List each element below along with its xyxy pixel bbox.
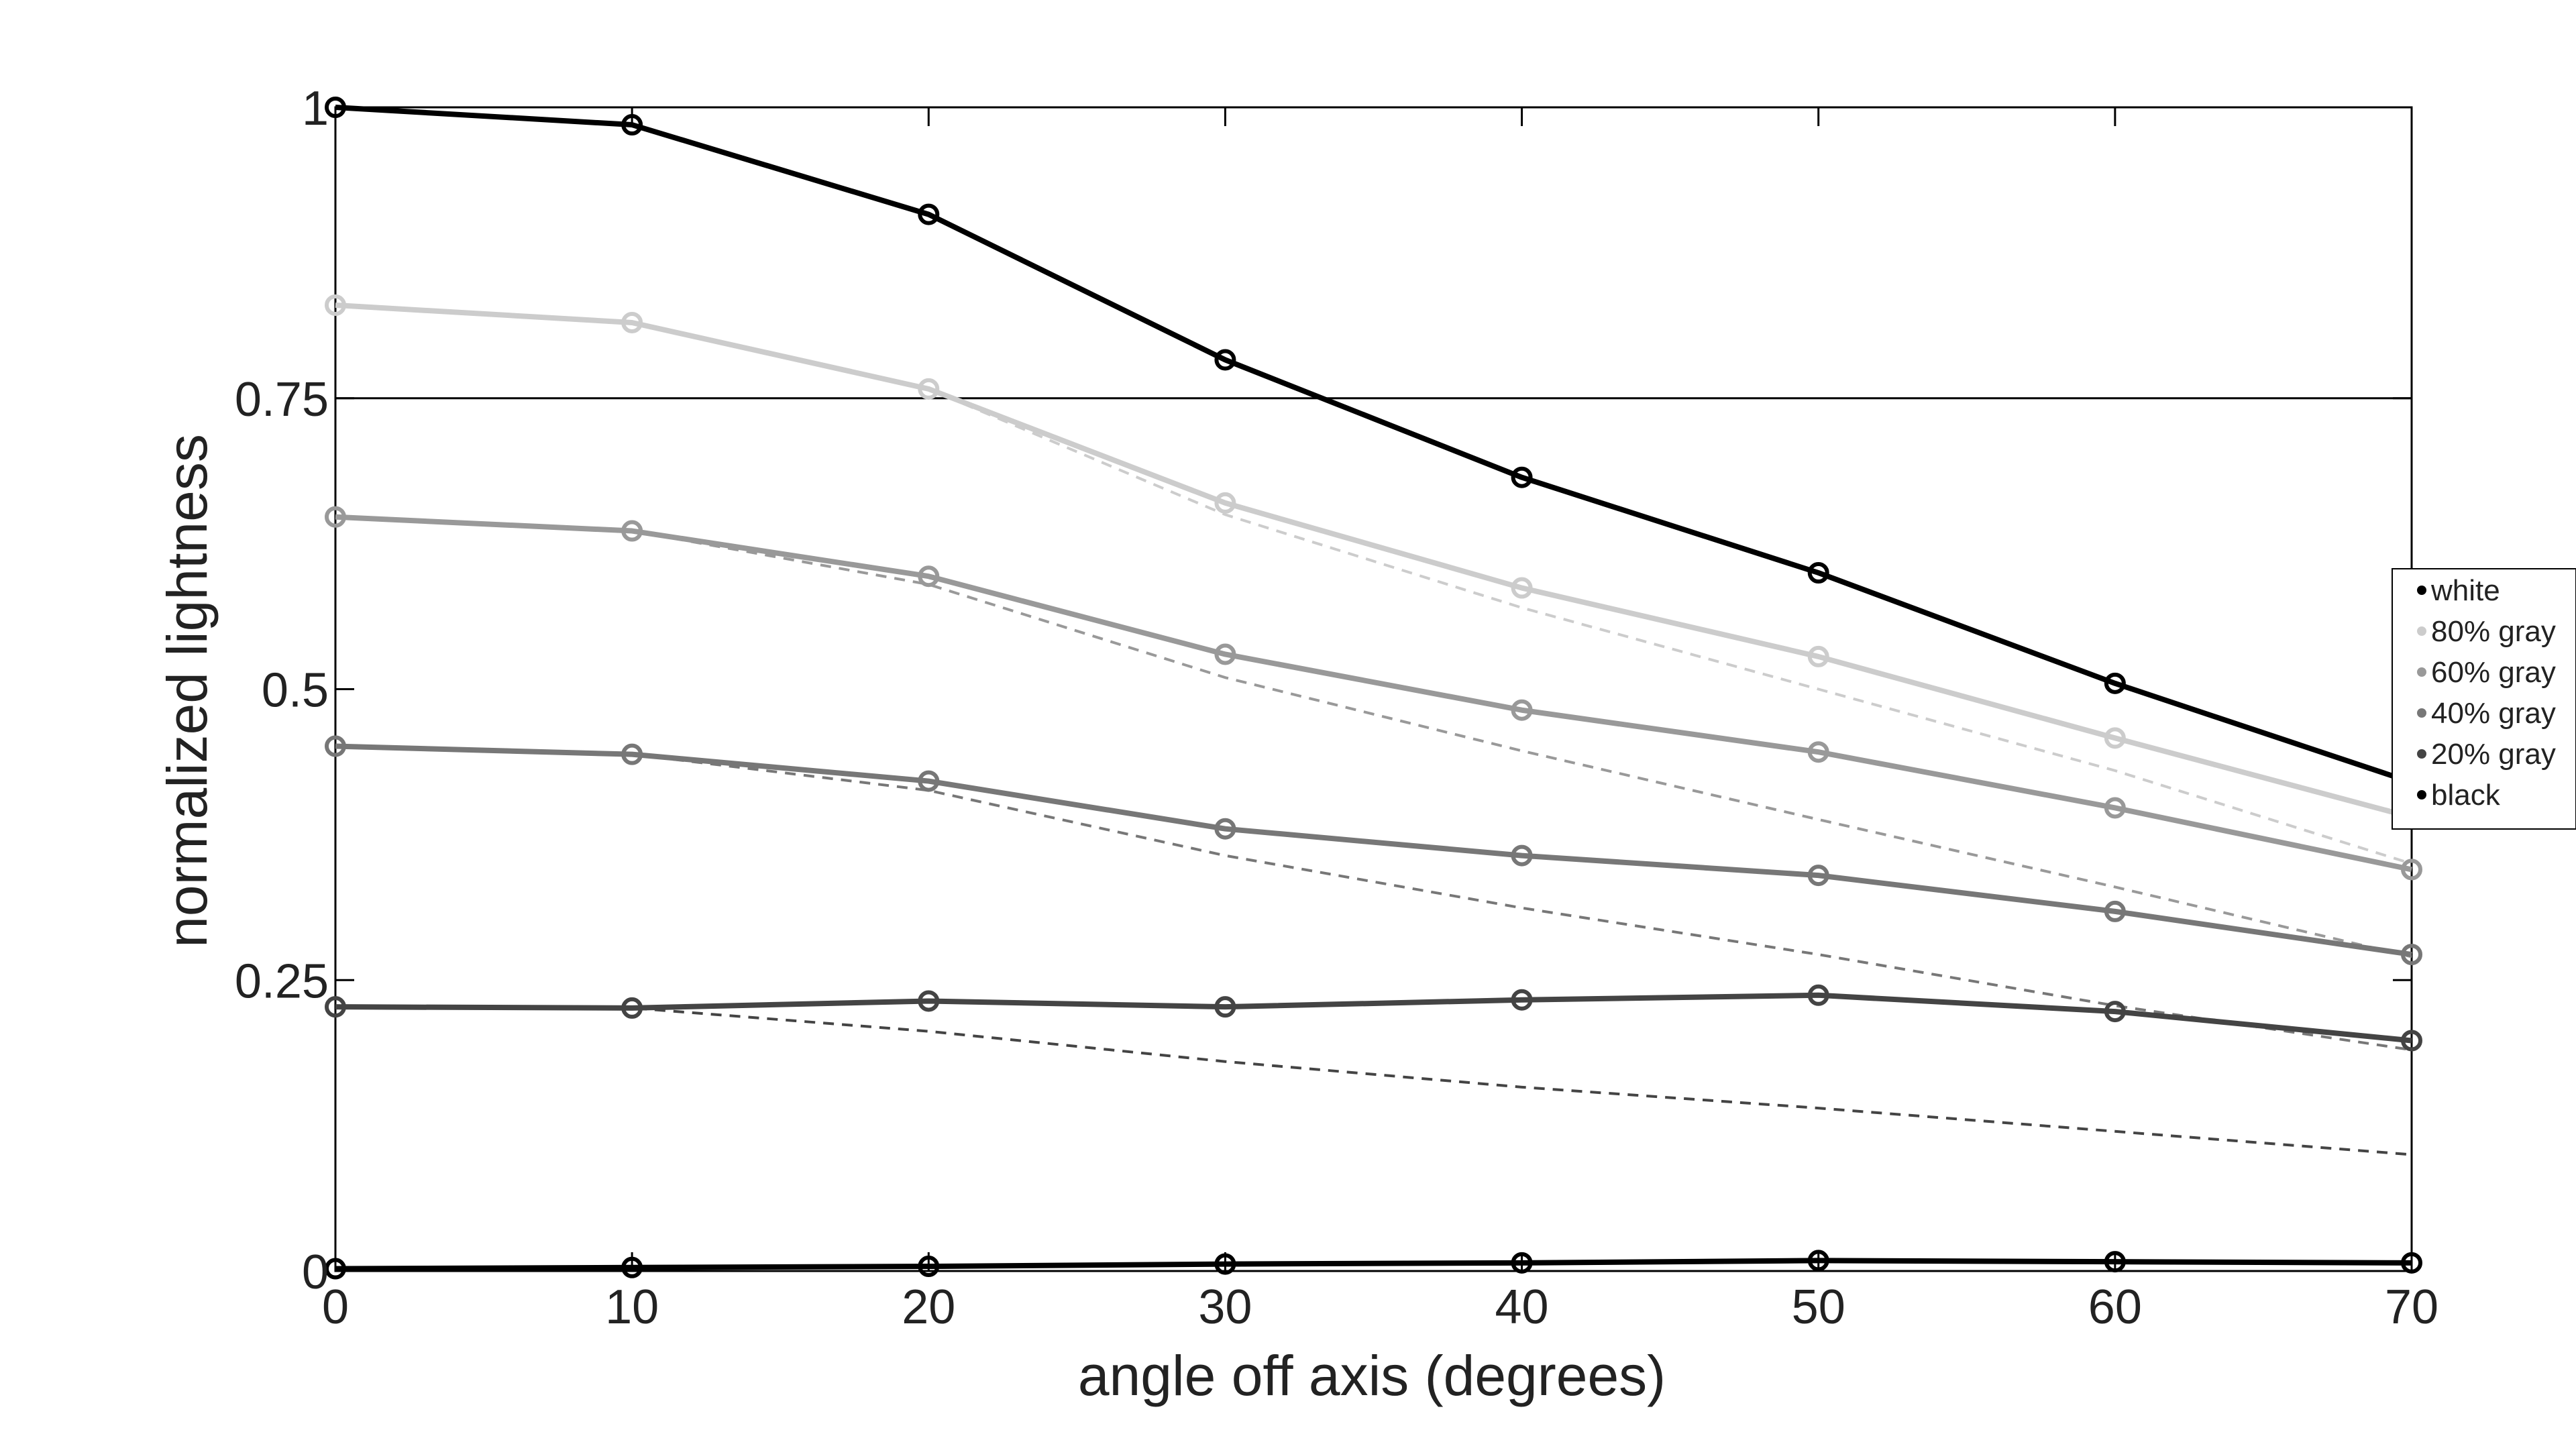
data-point-20-gray	[1807, 984, 1829, 1006]
x-tick-label: 60	[2088, 1280, 2142, 1334]
reference-dashed-line	[335, 1005, 2412, 1156]
data-point-20-gray	[918, 990, 940, 1012]
y-tick-label: 1	[302, 82, 329, 135]
x-tick-label: 40	[1495, 1280, 1549, 1334]
data-point-20-gray	[2401, 1030, 2422, 1052]
data-point-60-gray	[1214, 643, 1236, 665]
series-layer	[325, 97, 2422, 1280]
data-point-white	[1214, 349, 1236, 371]
data-point-80-gray	[918, 378, 940, 400]
x-tick-label: 30	[1198, 1280, 1252, 1334]
data-point-60-gray	[1511, 699, 1533, 721]
legend-marker	[2417, 626, 2426, 636]
y-tick-label: 0	[302, 1246, 329, 1299]
data-point-60-gray	[918, 565, 940, 588]
data-point-white	[1807, 562, 1829, 584]
series-line-60-gray	[335, 514, 2412, 873]
y-axis-label: normalized lightness	[156, 434, 219, 948]
legend-marker	[2417, 708, 2426, 718]
data-point-40-gray	[1214, 818, 1236, 840]
data-point-40-gray	[2401, 944, 2422, 966]
x-tick-label: 20	[902, 1280, 955, 1334]
x-axis-label: angle off axis (degrees)	[1078, 1344, 1666, 1407]
ticks-layer: 0 10 20 30 40 50 60 70 0 0.25 0.5 0.75 1	[235, 82, 2438, 1334]
y-tick-label: 0.25	[235, 954, 329, 1008]
legend-marker	[2417, 790, 2426, 799]
x-tick-label: 70	[2385, 1280, 2438, 1334]
data-point-60-gray	[325, 506, 346, 528]
data-point-white	[918, 203, 940, 225]
data-point-80-gray	[1807, 645, 1829, 667]
reference-dashed-line	[335, 303, 2412, 865]
data-point-40-gray	[1511, 844, 1533, 867]
data-point-white	[2104, 672, 2126, 694]
legend: white 80% gray 60% gray 40% gray 20% gray bla…	[2392, 568, 2576, 830]
data-point-80-gray	[621, 311, 643, 333]
series-line-black	[335, 1258, 2412, 1272]
legend-marker	[2417, 667, 2426, 677]
y-tick-label: 0.5	[262, 664, 329, 718]
data-point-60-gray	[2401, 859, 2422, 881]
legend-item-label: black	[2431, 779, 2501, 812]
series-line-80-gray	[335, 302, 2413, 820]
legend-item-label: 40% gray	[2431, 697, 2556, 730]
legend-item-label: white	[2430, 574, 2500, 607]
data-point-40-gray	[2104, 900, 2126, 922]
legend-marker	[2417, 749, 2426, 759]
series-line-20-gray	[335, 992, 2412, 1044]
legend-item-label: 80% gray	[2431, 615, 2556, 648]
data-point-20-gray	[325, 996, 346, 1018]
x-tick-label: 0	[322, 1280, 349, 1334]
plot-frame	[334, 106, 2413, 1272]
data-point-20-gray	[1214, 996, 1236, 1018]
x-tick-label: 10	[605, 1280, 659, 1334]
data-point-40-gray	[325, 735, 346, 757]
legend-item-label: 20% gray	[2431, 738, 2556, 771]
y-tick-label: 0.75	[235, 373, 329, 427]
reference-lines-layer	[335, 303, 2412, 1156]
data-point-40-gray	[1807, 865, 1829, 887]
data-point-60-gray	[2104, 797, 2126, 819]
data-point-20-gray	[621, 997, 643, 1019]
data-point-60-gray	[1807, 741, 1829, 763]
data-point-80-gray	[1214, 492, 1236, 514]
data-point-60-gray	[621, 520, 643, 542]
series-line-white	[335, 105, 2413, 785]
data-point-40-gray	[918, 770, 940, 792]
data-point-80-gray	[1511, 577, 1533, 599]
reference-dashed-line	[335, 515, 2412, 958]
series-line-40-gray	[335, 743, 2412, 958]
data-point-40-gray	[621, 743, 643, 765]
data-point-20-gray	[2104, 1001, 2126, 1023]
legend-box	[2392, 568, 2576, 830]
axes-layer	[334, 106, 2413, 1272]
data-point-80-gray	[2104, 727, 2126, 749]
data-point-white	[1511, 466, 1533, 488]
data-point-80-gray	[325, 294, 346, 316]
legend-marker	[2417, 586, 2426, 595]
legend-item-label: 60% gray	[2431, 656, 2556, 689]
data-point-20-gray	[1511, 989, 1533, 1011]
x-tick-label: 50	[1792, 1280, 1845, 1334]
